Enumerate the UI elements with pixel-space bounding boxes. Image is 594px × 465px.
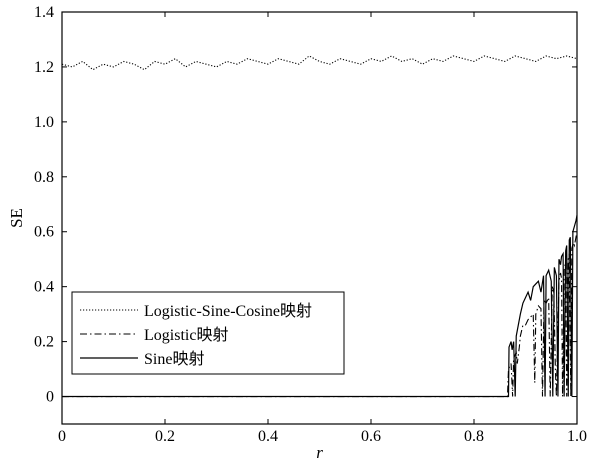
y-tick-label: 0 — [46, 389, 54, 406]
y-tick-label: 1.2 — [34, 59, 54, 76]
legend: Logistic-Sine-Cosine映射 Logistic映射 Sine映射 — [71, 291, 345, 375]
y-tick-label: 0.6 — [34, 224, 54, 241]
plot-frame — [61, 11, 578, 425]
legend-box — [71, 291, 345, 375]
axes-layer: 0 0.2 0.4 0.6 0.8 1.0 0 0.2 0.4 0.6 0.8 1.0 1.2 1.4 — [34, 4, 587, 445]
x-tick-label: 0.2 — [155, 428, 175, 445]
x-axis-title: r — [316, 443, 323, 460]
series-line-2 — [62, 231, 578, 398]
y-tick-label: 0.8 — [34, 169, 54, 186]
y-tick-label: 1.4 — [34, 4, 54, 21]
legend-label-1: Logistic-Sine-Cosine映射 — [144, 302, 312, 320]
series-layer — [61, 55, 578, 398]
x-tick-label: 0.4 — [258, 428, 278, 445]
x-tick-label: 1.0 — [567, 428, 587, 445]
legend-label-2: Logistic映射 — [144, 326, 228, 344]
y-tick-label: 0.2 — [34, 334, 54, 351]
x-tick-label: 0.6 — [361, 428, 381, 445]
y-tick-label: 0.4 — [34, 279, 54, 296]
series-line-1 — [61, 55, 578, 71]
x-tick-label: 0.8 — [464, 428, 484, 445]
y-axis-title: SE — [7, 208, 26, 228]
series-line-3 — [62, 215, 578, 398]
x-tick-label: 0 — [58, 428, 66, 445]
legend-label-3: Sine映射 — [144, 350, 204, 368]
y-tick-label: 1.0 — [34, 114, 54, 131]
